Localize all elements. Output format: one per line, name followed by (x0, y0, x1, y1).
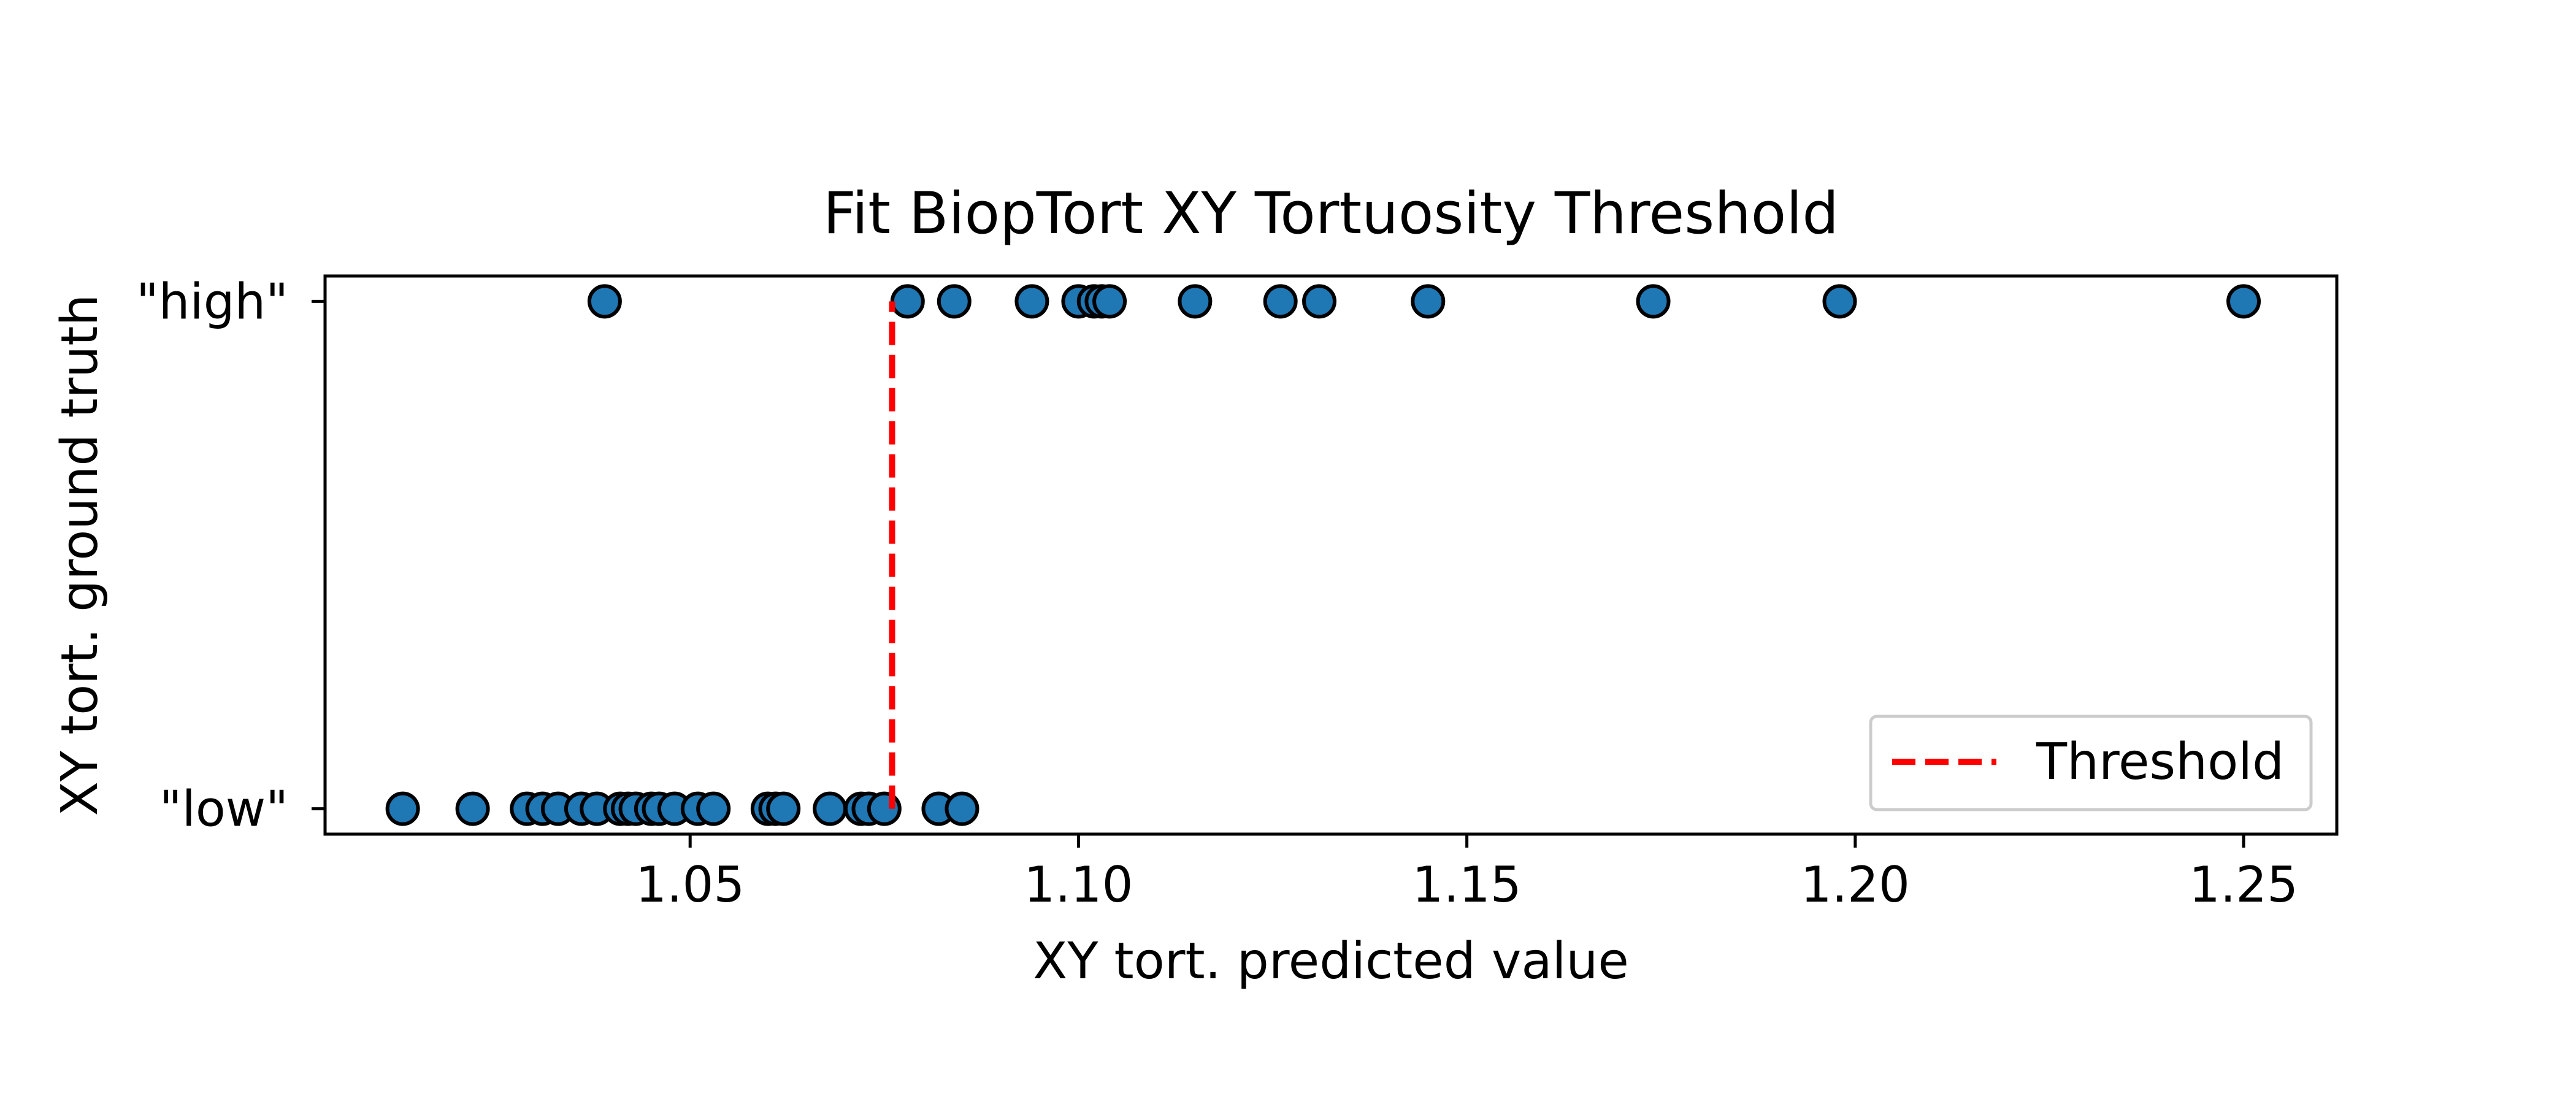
scatter-point (1014, 284, 1049, 319)
plot-frame (323, 274, 2339, 836)
scatter-point (1411, 284, 1446, 319)
scatter-point (1092, 284, 1127, 319)
scatter-point (2226, 284, 2261, 319)
scatter-point (385, 791, 420, 826)
x-tick-label: 1.25 (2189, 856, 2298, 913)
y-axis-label: XY tort. ground truth (51, 294, 109, 816)
scatter-point (587, 284, 622, 319)
scatter-point (1822, 284, 1857, 319)
legend[interactable]: Threshold (1869, 715, 2313, 811)
scatter-point (1178, 284, 1213, 319)
scatter-point (766, 791, 801, 826)
x-tick-label: 1.05 (635, 856, 745, 913)
scatter-point (813, 791, 848, 826)
x-tick-label: 1.10 (1024, 856, 1133, 913)
scatter-point (1636, 284, 1671, 319)
scatter-point (937, 284, 972, 319)
x-tick-label: 1.20 (1801, 856, 1910, 913)
scatter-point (890, 284, 925, 319)
legend-box (1869, 715, 2313, 811)
y-axis: "low" "high" (136, 273, 325, 838)
x-axis-label: XY tort. predicted value (1033, 932, 1629, 991)
x-axis: 1.05 1.10 1.15 1.20 1.25 (635, 834, 2298, 913)
scatter-point (455, 791, 490, 826)
chart-title: Fit BiopTort XY Tortuosity Threshold (823, 180, 1839, 247)
y-tick-label: "low" (159, 781, 288, 838)
scatter-point (1302, 284, 1337, 319)
x-tick-label: 1.15 (1413, 856, 1522, 913)
y-tick-label: "high" (136, 273, 288, 330)
legend-threshold-label: Threshold (2036, 733, 2284, 791)
scatter-point (1263, 284, 1298, 319)
scatter-point (945, 791, 979, 826)
scatter-point (696, 791, 731, 826)
plot-points (385, 284, 2261, 826)
